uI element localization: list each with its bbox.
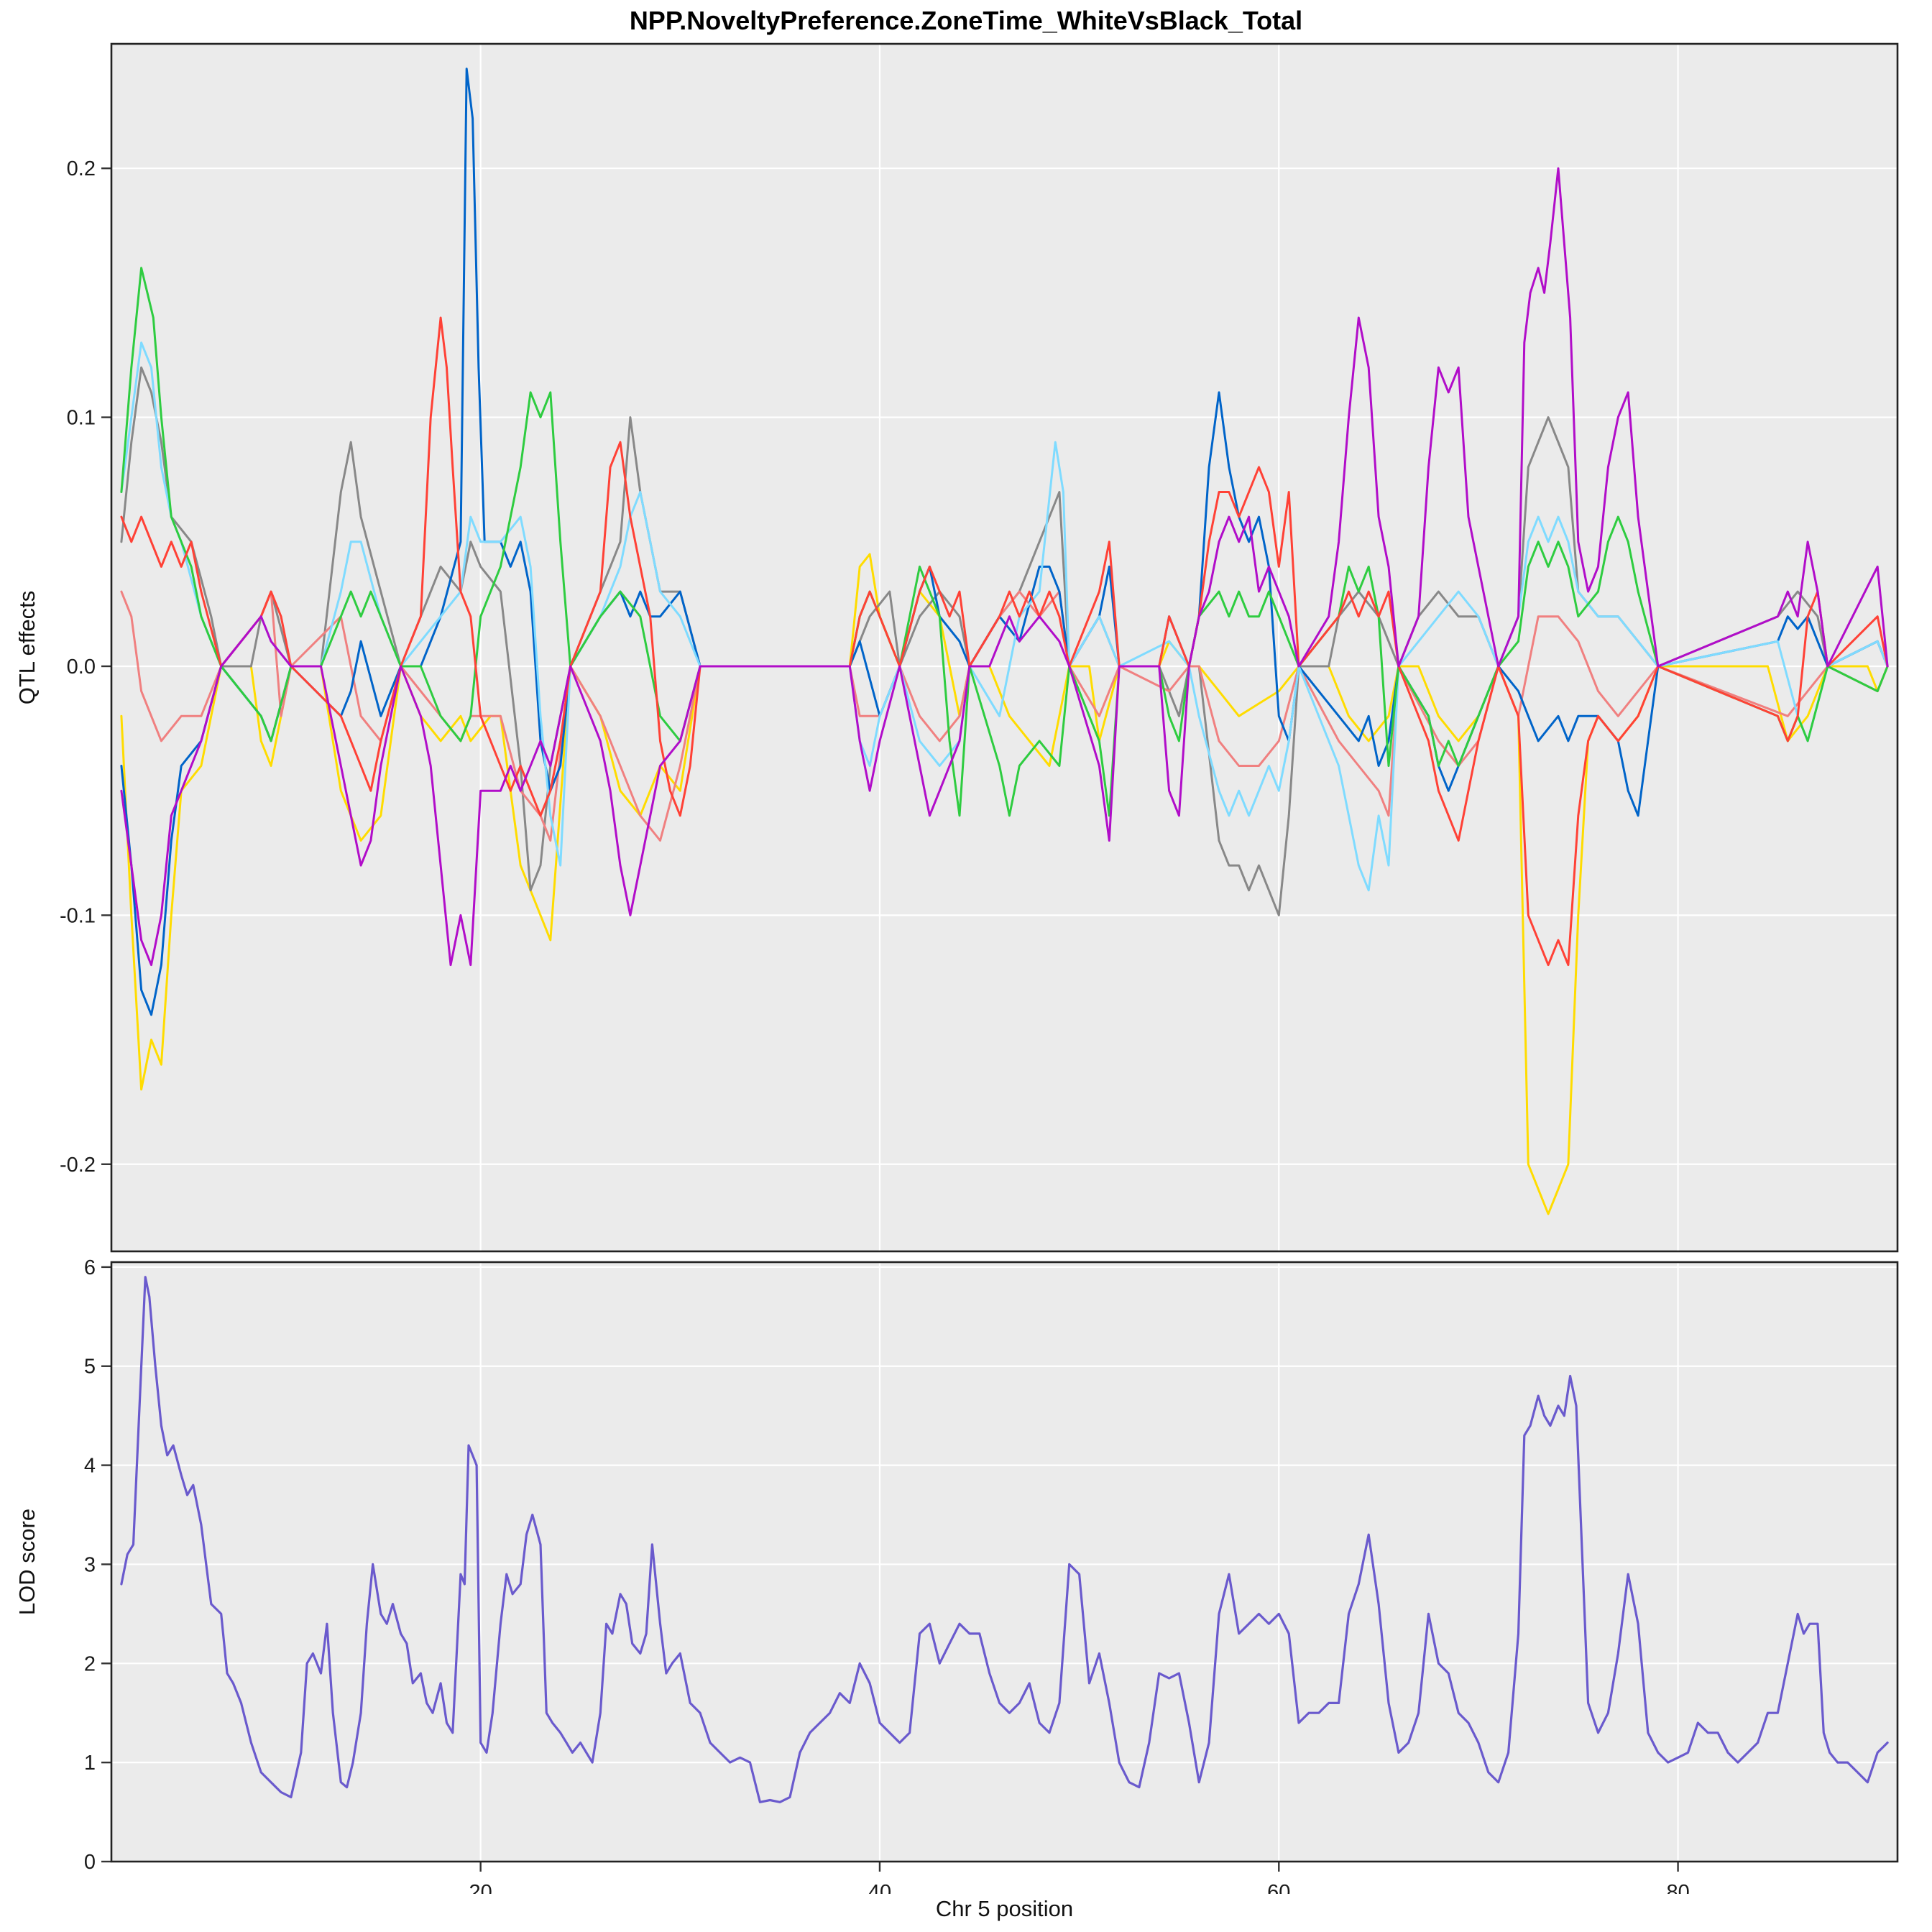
x-axis-label: Chr 5 position <box>935 1896 1074 1921</box>
y-axis-label-effects: QTL effects <box>14 590 40 705</box>
x-tick-label: 80 <box>1666 1881 1689 1894</box>
panel-border <box>110 1261 1899 1863</box>
y-tick-label: 6 <box>84 1258 96 1279</box>
y-tick-label: 5 <box>84 1356 96 1379</box>
x-tick-label: 20 <box>469 1881 492 1894</box>
y-axis-label-lod: LOD score <box>14 1508 40 1616</box>
x-tick-label: 40 <box>868 1881 891 1894</box>
founder-lightblue-line <box>120 341 1889 892</box>
y-tick-label: -0.1 <box>60 904 96 927</box>
y-tick-label: 3 <box>84 1553 96 1576</box>
y-tick-label: 0.0 <box>67 656 96 678</box>
y-tick-label: 2 <box>84 1652 96 1675</box>
lod-score-panel: 0 1 2 3 4 5 6 20 40 60 80 <box>84 1258 1899 1894</box>
founder-red-line <box>120 316 1889 967</box>
qtl-effects-panel: -0.2 -0.1 0.0 0.1 0.2 <box>60 42 1899 1253</box>
y-tick-label: 0.2 <box>67 157 96 180</box>
x-tick-label: 60 <box>1267 1881 1290 1894</box>
chart-title: NPP.NoveltyPreference.ZoneTime_WhiteVsBl… <box>629 6 1303 35</box>
y-tick-label: -0.2 <box>60 1154 96 1177</box>
plot-background <box>111 1262 1898 1862</box>
y-tick-label: 1 <box>84 1752 96 1775</box>
lod-score-line <box>120 1276 1889 1803</box>
founder-purple-line <box>120 167 1889 967</box>
y-tick-label: 0 <box>84 1851 96 1874</box>
plot-background <box>111 44 1898 1251</box>
y-tick-label: 4 <box>84 1455 96 1478</box>
founder-green-line <box>120 267 1889 817</box>
founder-yellow-line <box>120 553 1889 1215</box>
y-tick-label: 0.1 <box>67 407 96 430</box>
panel-border <box>110 42 1899 1253</box>
founder-blue-line <box>120 68 1889 1016</box>
